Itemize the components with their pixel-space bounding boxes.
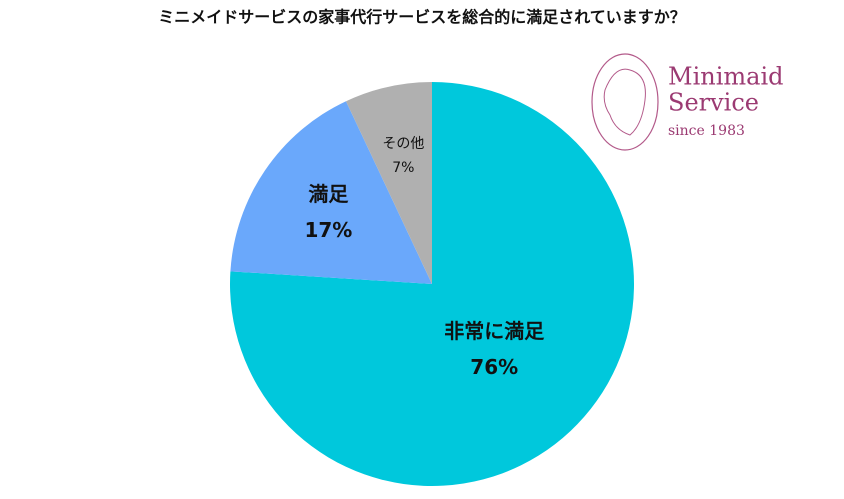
logo-name: Minimaid bbox=[668, 63, 784, 91]
slice-label: 満足 bbox=[308, 182, 349, 206]
logo: Minimaid Service since 1983 bbox=[591, 53, 784, 151]
slice-value-label: 7% bbox=[392, 160, 414, 176]
logo-figure bbox=[603, 68, 646, 136]
pie-slice bbox=[230, 101, 432, 284]
logo-name: Service bbox=[668, 89, 759, 117]
slice-value-label: 76% bbox=[470, 355, 518, 379]
chart-title: ミニメイドサービスの家事代行サービスを総合的に満足されていますか？ bbox=[158, 8, 686, 27]
slice-label: 非常に満足 bbox=[444, 319, 545, 343]
logo-tagline: since 1983 bbox=[668, 123, 745, 139]
logo-frame bbox=[591, 53, 659, 151]
slice-value-label: 17% bbox=[304, 218, 352, 242]
pie-slice bbox=[345, 82, 432, 284]
slice-label: その他 bbox=[382, 136, 424, 152]
